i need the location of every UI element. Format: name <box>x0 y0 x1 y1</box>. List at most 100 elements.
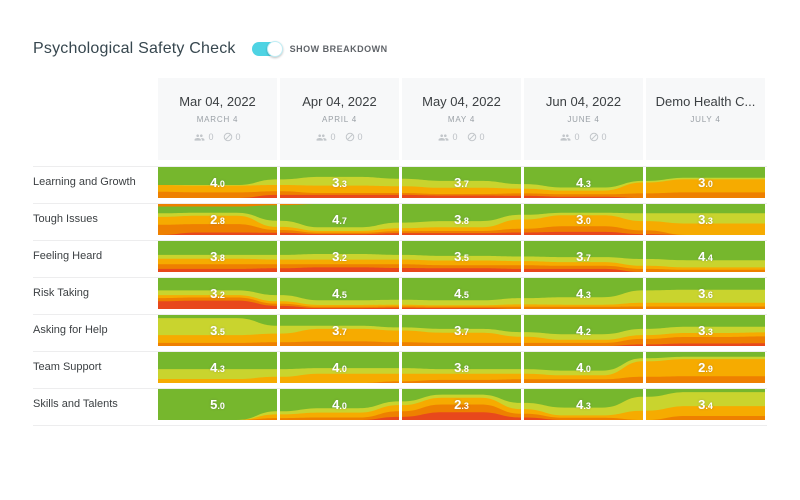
participants-icon <box>439 133 449 141</box>
table-row: Team Support 4.3 4.0 3.8 4.0 2.9 <box>33 352 767 389</box>
score-cell[interactable]: 3.0 <box>646 167 765 198</box>
column-title: Demo Health C... <box>655 94 756 109</box>
score-cell[interactable]: 4.0 <box>280 352 399 383</box>
score-cell[interactable]: 3.3 <box>646 204 765 235</box>
stream-chart <box>280 278 399 309</box>
stream-chart <box>524 241 643 272</box>
stream-chart <box>524 204 643 235</box>
score-cell[interactable]: 4.4 <box>646 241 765 272</box>
stream-chart <box>646 389 765 420</box>
table-header-row: Mar 04, 2022 MARCH 4 0 0 Apr 04, 2022 APRIL 4… <box>33 78 767 160</box>
score-cell[interactable]: 3.7 <box>524 241 643 272</box>
score-cell[interactable]: 3.7 <box>402 167 521 198</box>
column-headers: Mar 04, 2022 MARCH 4 0 0 Apr 04, 2022 APRIL 4… <box>158 78 765 160</box>
score-cell[interactable]: 5.0 <box>158 389 277 420</box>
skipped-icon <box>345 132 354 142</box>
stream-chart <box>646 352 765 383</box>
skipped-icon <box>223 132 232 142</box>
stream-chart <box>646 204 765 235</box>
stream-chart <box>524 389 643 420</box>
participants-icon <box>317 133 327 141</box>
score-cell[interactable]: 4.2 <box>524 315 643 346</box>
score-cell[interactable]: 3.7 <box>402 315 521 346</box>
stream-chart <box>280 204 399 235</box>
show-breakdown-label: SHOW BREAKDOWN <box>289 44 388 54</box>
column-title: Mar 04, 2022 <box>179 94 256 109</box>
skipped-count: 0 <box>601 132 607 142</box>
score-cell[interactable]: 4.3 <box>524 167 643 198</box>
stream-chart <box>280 167 399 198</box>
score-cell[interactable]: 3.8 <box>402 352 521 383</box>
score-cell[interactable]: 4.5 <box>402 278 521 309</box>
stream-chart <box>280 315 399 346</box>
psych-safety-widget: Psychological Safety Check SHOW BREAKDOW… <box>33 38 767 426</box>
participants-count: 0 <box>208 132 214 142</box>
header-spacer <box>33 78 158 160</box>
column-subtitle: JUNE 4 <box>567 115 600 124</box>
skipped-count: 0 <box>235 132 241 142</box>
score-cell[interactable]: 4.3 <box>158 352 277 383</box>
score-cell[interactable]: 3.0 <box>524 204 643 235</box>
column-title: Apr 04, 2022 <box>302 94 377 109</box>
participants-icon <box>561 133 571 141</box>
score-cell[interactable]: 3.3 <box>646 315 765 346</box>
stream-chart <box>524 278 643 309</box>
score-cell[interactable]: 3.5 <box>402 241 521 272</box>
stream-chart <box>402 241 521 272</box>
score-cell[interactable]: 3.7 <box>280 315 399 346</box>
score-cell[interactable]: 4.3 <box>524 278 643 309</box>
score-cell[interactable]: 3.5 <box>158 315 277 346</box>
score-cell[interactable]: 3.8 <box>158 241 277 272</box>
score-cell[interactable]: 3.4 <box>646 389 765 420</box>
score-cell[interactable]: 3.2 <box>280 241 399 272</box>
row-label: Feeling Heard <box>33 250 103 262</box>
score-table: Learning and Growth 4.0 3.3 3.7 4.3 3.0 Tough … <box>33 166 767 426</box>
table-row: Risk Taking 3.2 4.5 4.5 4.3 3.6 <box>33 278 767 315</box>
table-row: Skills and Talents 5.0 4.0 2.3 4.3 3.4 <box>33 389 767 426</box>
score-cell[interactable]: 4.3 <box>524 389 643 420</box>
stream-chart <box>402 278 521 309</box>
skipped-icon <box>467 132 476 142</box>
row-label: Skills and Talents <box>33 398 118 410</box>
stream-chart <box>158 352 277 383</box>
score-cell[interactable]: 4.5 <box>280 278 399 309</box>
row-label: Asking for Help <box>33 324 108 336</box>
score-cell[interactable]: 3.8 <box>402 204 521 235</box>
score-cell[interactable]: 4.7 <box>280 204 399 235</box>
score-cell[interactable]: 4.0 <box>158 167 277 198</box>
skipped-count: 0 <box>357 132 363 142</box>
score-cell[interactable]: 3.3 <box>280 167 399 198</box>
score-cell[interactable]: 2.9 <box>646 352 765 383</box>
skipped-icon <box>589 132 598 142</box>
stream-chart <box>158 167 277 198</box>
row-label: Learning and Growth <box>33 176 136 188</box>
table-row: Tough Issues 2.8 4.7 3.8 3.0 3.3 <box>33 204 767 241</box>
page-title: Psychological Safety Check <box>33 40 236 57</box>
row-label: Tough Issues <box>33 213 98 225</box>
show-breakdown-toggle[interactable] <box>251 41 283 57</box>
stream-chart <box>402 352 521 383</box>
score-cell[interactable]: 2.3 <box>402 389 521 420</box>
table-row: Asking for Help 3.5 3.7 3.7 4.2 3.3 <box>33 315 767 352</box>
column-header[interactable]: Demo Health C... JULY 4 <box>646 78 765 160</box>
score-cell[interactable]: 4.0 <box>280 389 399 420</box>
score-cell[interactable]: 2.8 <box>158 204 277 235</box>
stream-chart <box>158 241 277 272</box>
stream-chart <box>402 167 521 198</box>
stream-chart <box>158 389 277 420</box>
table-row: Learning and Growth 4.0 3.3 3.7 4.3 3.0 <box>33 167 767 204</box>
stream-chart <box>158 315 277 346</box>
stream-chart <box>524 352 643 383</box>
participants-icon <box>195 133 205 141</box>
stream-chart <box>524 315 643 346</box>
score-cell[interactable]: 3.6 <box>646 278 765 309</box>
score-cell[interactable]: 4.0 <box>524 352 643 383</box>
score-cell[interactable]: 3.2 <box>158 278 277 309</box>
stream-chart <box>158 278 277 309</box>
